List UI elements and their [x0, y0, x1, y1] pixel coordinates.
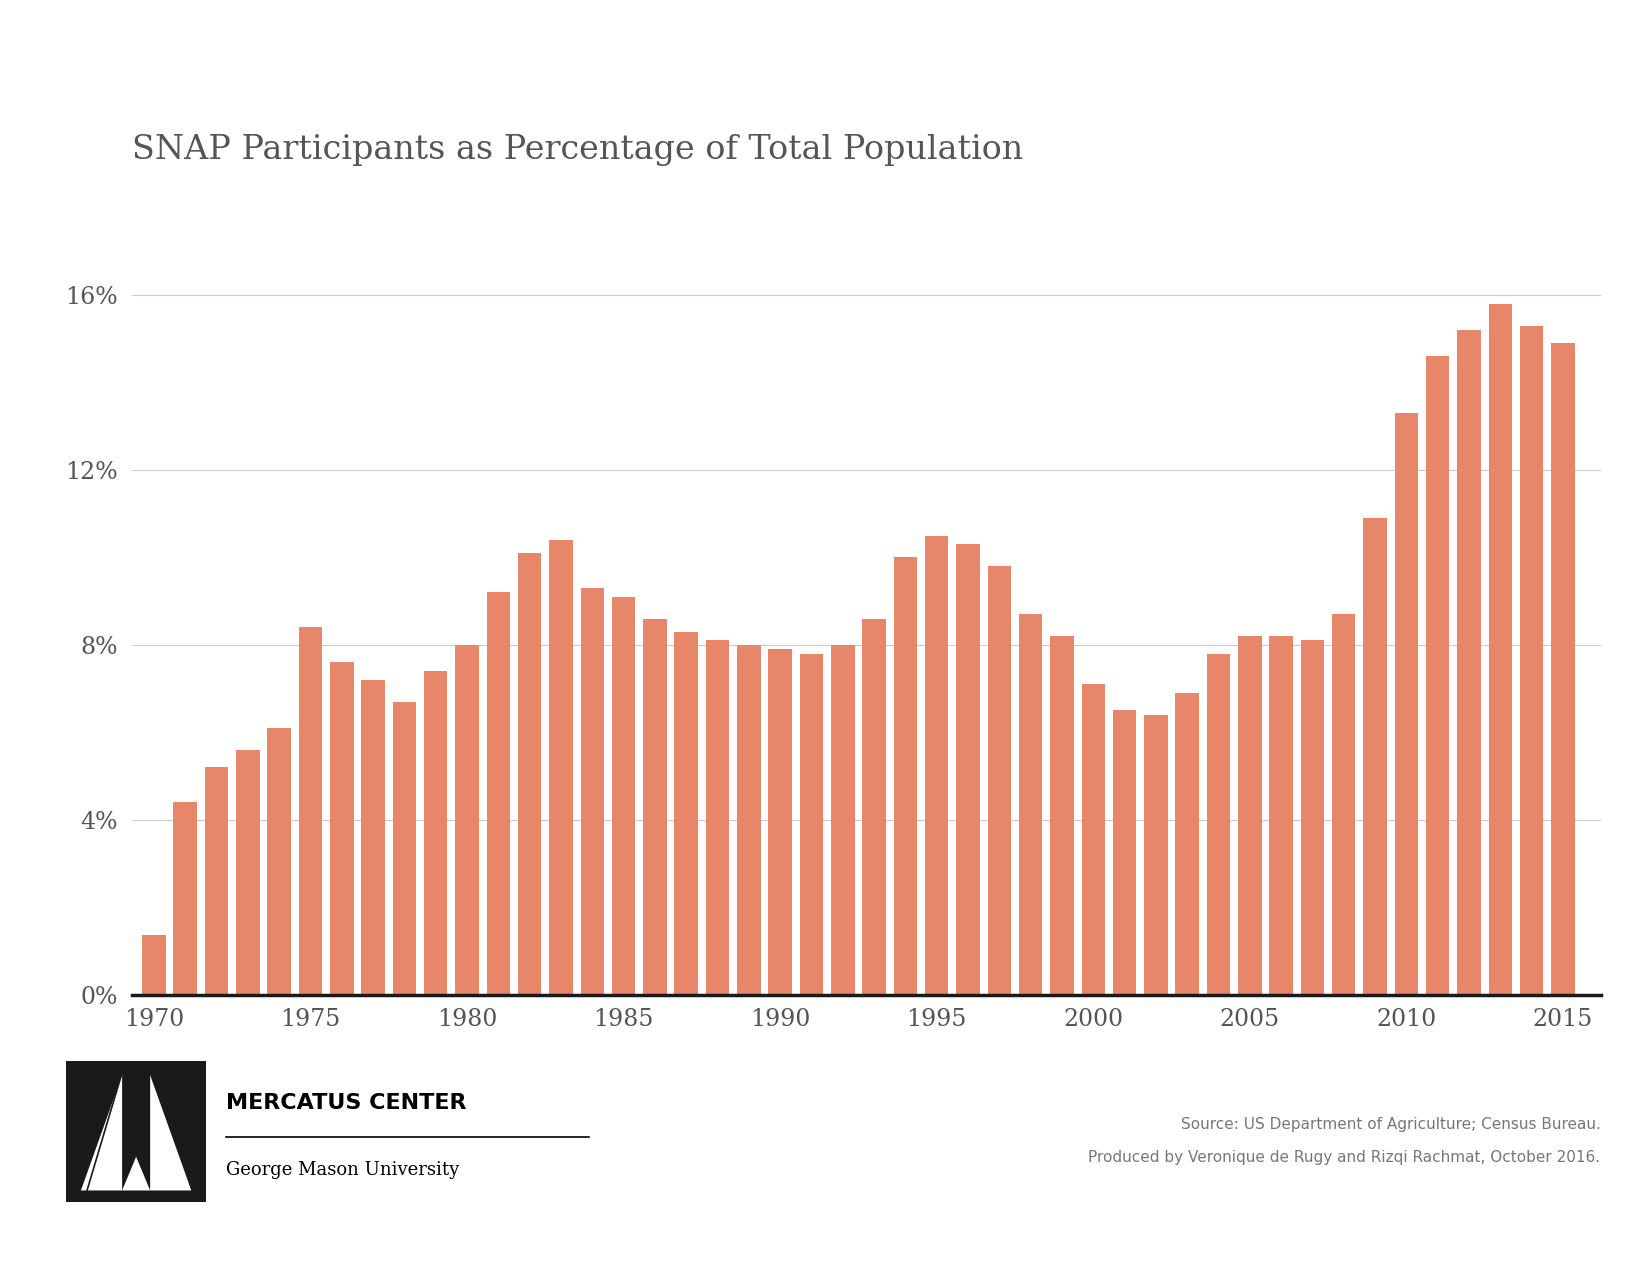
Bar	[1332, 615, 1356, 994]
Bar	[455, 645, 478, 994]
Text: George Mason University: George Mason University	[226, 1162, 459, 1179]
Bar	[1081, 685, 1106, 994]
Bar	[800, 654, 823, 994]
Bar	[644, 618, 667, 994]
Bar	[549, 539, 573, 994]
Bar	[236, 750, 259, 994]
Bar	[612, 597, 635, 994]
Bar	[1206, 654, 1231, 994]
Bar	[299, 627, 322, 994]
Bar	[1020, 615, 1043, 994]
Bar	[863, 618, 886, 994]
Text: Produced by Veronique de Rugy and Rizqi Rachmat, October 2016.: Produced by Veronique de Rugy and Rizqi …	[1089, 1150, 1600, 1165]
Bar	[1551, 343, 1574, 994]
Bar	[1488, 303, 1511, 994]
Text: MERCATUS CENTER: MERCATUS CENTER	[226, 1093, 467, 1113]
Bar	[267, 728, 290, 994]
Bar	[706, 640, 729, 994]
Bar	[1394, 413, 1417, 994]
Bar	[1143, 715, 1168, 994]
Bar	[1426, 356, 1449, 994]
Polygon shape	[79, 1072, 122, 1191]
Bar	[361, 680, 384, 994]
Bar	[988, 566, 1011, 994]
Bar	[926, 536, 949, 994]
Bar	[738, 645, 761, 994]
Polygon shape	[150, 1072, 193, 1191]
Bar	[1175, 692, 1200, 994]
Bar	[1238, 636, 1262, 994]
Bar	[1457, 330, 1480, 994]
Bar	[1520, 325, 1543, 994]
Bar	[581, 588, 604, 994]
Bar	[1269, 636, 1294, 994]
Bar	[1049, 636, 1074, 994]
Bar	[832, 645, 855, 994]
Bar	[487, 593, 510, 994]
Bar	[424, 671, 447, 994]
Bar	[142, 936, 165, 995]
Polygon shape	[122, 1156, 150, 1191]
Text: Source: US Department of Agriculture; Census Bureau.: Source: US Department of Agriculture; Ce…	[1181, 1117, 1600, 1132]
Bar	[393, 701, 416, 994]
Bar	[330, 662, 353, 994]
Bar	[769, 649, 792, 994]
Text: SNAP Participants as Percentage of Total Population: SNAP Participants as Percentage of Total…	[132, 134, 1023, 166]
Bar	[1112, 710, 1137, 994]
Bar	[894, 557, 917, 994]
Bar	[1363, 518, 1386, 995]
Bar	[205, 768, 228, 994]
Bar	[1300, 640, 1325, 994]
Bar	[518, 553, 541, 994]
Bar	[675, 631, 698, 994]
Bar	[957, 544, 980, 994]
Bar	[173, 802, 196, 994]
